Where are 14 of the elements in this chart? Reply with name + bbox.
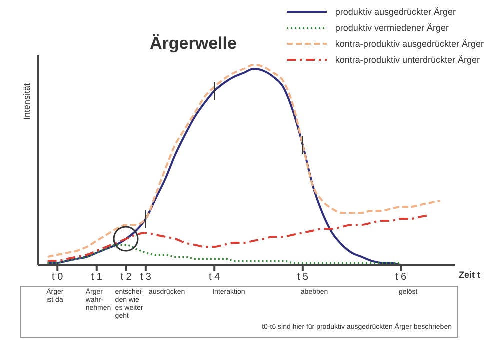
legend-label: produktiv vermiedener Ärger — [335, 23, 449, 33]
chart-title: Ärgerwelle — [150, 34, 237, 54]
x-tick-label: t 3 — [140, 272, 152, 284]
x-tick-label: t 0 — [52, 272, 64, 284]
y-axis-title: Intensität — [22, 82, 32, 120]
x-tick-label: t 5 — [297, 272, 309, 284]
x-tick-label: t 6 — [395, 272, 408, 284]
legend-label: produktiv ausgedrückter Ärger — [335, 7, 456, 17]
legend-label: kontra-produktiv ausgedrückter Ärger — [335, 39, 484, 49]
x-axis-title: Zeit t — [459, 270, 480, 280]
legend-label: kontra-produktiv unterdrückter Ärger — [335, 55, 480, 65]
x-tick-label: t 4 — [209, 272, 221, 284]
x-tick-label: t 2 — [120, 272, 132, 284]
x-tick-label: t 1 — [91, 272, 103, 284]
